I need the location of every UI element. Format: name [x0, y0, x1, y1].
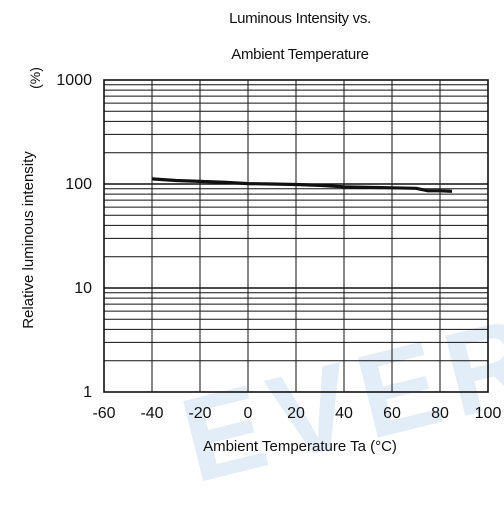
chart-title-line-1: Luminous Intensity vs.	[229, 10, 371, 27]
x-tick-label: -20	[188, 405, 211, 422]
chart-title-line-2: Ambient Temperature	[231, 46, 369, 63]
plot-frame	[103, 79, 489, 393]
x-tick-label: 0	[244, 405, 253, 422]
x-tick-label: 100	[475, 405, 502, 422]
x-tick-label: 20	[287, 405, 305, 422]
x-tick-label: -40	[140, 405, 163, 422]
y-axis-unit: (%)	[26, 67, 43, 89]
y-tick-label: 10	[74, 280, 92, 297]
x-tick-label: 40	[335, 405, 353, 422]
x-tick-label: 80	[431, 405, 449, 422]
x-tick-label: 60	[383, 405, 401, 422]
x-tick-label: -60	[92, 405, 115, 422]
chart: -60 -40 -20 0 20 40 60 80 100 1 10 100 1000	[56, 72, 502, 422]
series-line	[151, 177, 453, 193]
y-tick-label: 100	[65, 176, 92, 193]
y-tick-label: 1000	[56, 72, 92, 89]
x-axis-label: Ambient Temperature Ta (°C)	[203, 438, 397, 455]
y-tick-label: 1	[83, 384, 92, 401]
y-axis-label: Relative luminous intensity	[20, 151, 37, 329]
